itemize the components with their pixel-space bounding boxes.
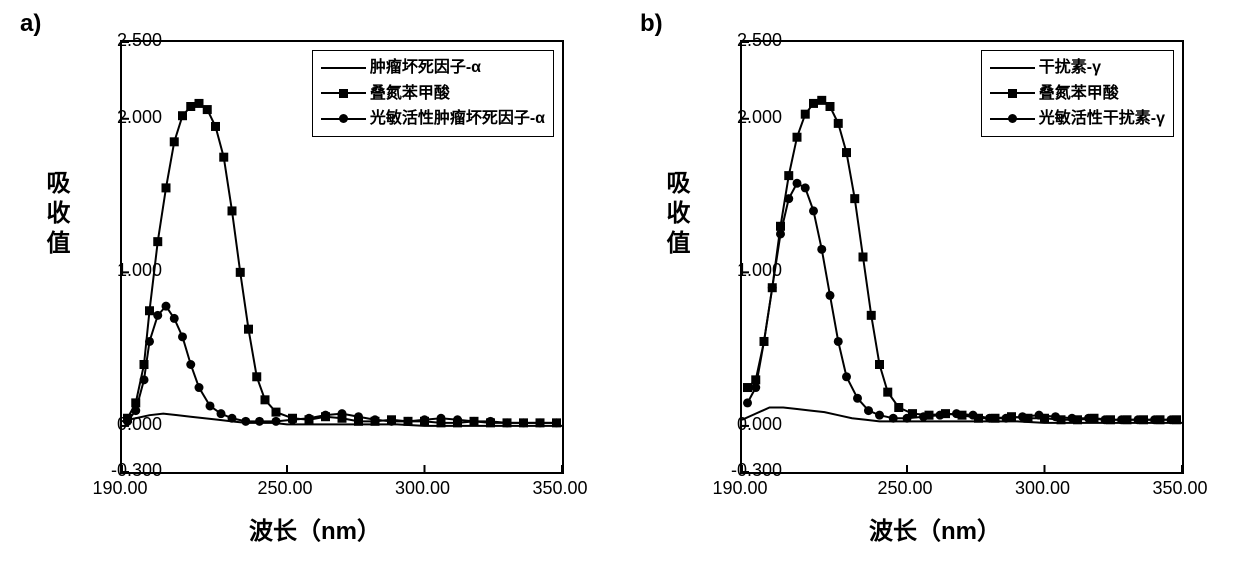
figure-page: a) 吸收值 肿瘤坏死因子-α叠氮苯甲酸光敏活性肿瘤坏死因子-α -0.3000… <box>0 0 1240 571</box>
xtick-label: 190.00 <box>85 478 155 499</box>
ytick-label: 1.000 <box>712 260 782 281</box>
xtick-label: 350.00 <box>525 478 595 499</box>
panel-a: a) 吸收值 肿瘤坏死因子-α叠氮苯甲酸光敏活性肿瘤坏死因子-α -0.3000… <box>20 10 610 561</box>
legend-label: 肿瘤坏死因子-α <box>370 55 481 81</box>
xtick-label: 300.00 <box>388 478 458 499</box>
ytick-label: 2.500 <box>92 30 162 51</box>
ytick-label: 1.000 <box>92 260 162 281</box>
panel-b: b) 吸收值 干扰素-γ叠氮苯甲酸光敏活性干扰素-γ -0.3000.0001.… <box>640 10 1230 561</box>
xtick-label: 350.00 <box>1145 478 1215 499</box>
legend-marker-square <box>321 86 366 100</box>
panel-b-ylabel: 吸收值 <box>658 170 693 260</box>
legend-item: 肿瘤坏死因子-α <box>321 55 545 81</box>
legend-marker-circle <box>321 112 366 126</box>
legend-marker-square <box>990 86 1035 100</box>
ytick-label: 0.000 <box>712 414 782 435</box>
legend-item: 叠氮苯甲酸 <box>990 81 1165 107</box>
xtick-label: 250.00 <box>250 478 320 499</box>
panel-b-label: b) <box>640 10 663 38</box>
legend-marker-line <box>990 61 1035 75</box>
panel-a-plot: 肿瘤坏死因子-α叠氮苯甲酸光敏活性肿瘤坏死因子-α <box>120 40 564 474</box>
legend-label: 光敏活性干扰素-γ <box>1039 106 1165 132</box>
legend-label: 叠氮苯甲酸 <box>370 81 450 107</box>
legend-marker-line <box>321 61 366 75</box>
panel-a-label: a) <box>20 10 41 38</box>
ytick-label: 0.000 <box>92 414 162 435</box>
legend-item: 光敏活性干扰素-γ <box>990 106 1165 132</box>
legend-item: 干扰素-γ <box>990 55 1165 81</box>
legend-marker-circle <box>990 112 1035 126</box>
panel-b-legend: 干扰素-γ叠氮苯甲酸光敏活性干扰素-γ <box>981 50 1174 137</box>
panel-b-plot: 干扰素-γ叠氮苯甲酸光敏活性干扰素-γ <box>740 40 1184 474</box>
panel-a-legend: 肿瘤坏死因子-α叠氮苯甲酸光敏活性肿瘤坏死因子-α <box>312 50 554 137</box>
ytick-label: 2.500 <box>712 30 782 51</box>
legend-label: 叠氮苯甲酸 <box>1039 81 1119 107</box>
xtick-label: 250.00 <box>870 478 940 499</box>
legend-item: 光敏活性肿瘤坏死因子-α <box>321 106 545 132</box>
ytick-label: 2.000 <box>712 107 782 128</box>
ytick-label: 2.000 <box>92 107 162 128</box>
panel-a-ylabel: 吸收值 <box>38 170 73 260</box>
xtick-label: 190.00 <box>705 478 775 499</box>
xtick-label: 300.00 <box>1008 478 1078 499</box>
legend-label: 干扰素-γ <box>1039 55 1101 81</box>
legend-item: 叠氮苯甲酸 <box>321 81 545 107</box>
panel-b-xlabel: 波长（nm） <box>640 511 1230 546</box>
panel-a-xlabel: 波长（nm） <box>20 511 610 546</box>
legend-label: 光敏活性肿瘤坏死因子-α <box>370 106 545 132</box>
